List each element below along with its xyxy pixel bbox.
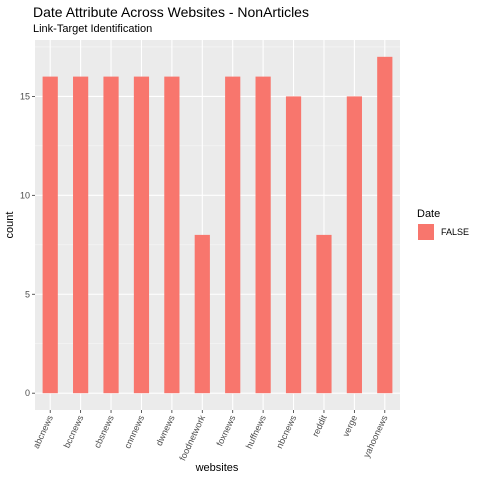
bar-abcnews bbox=[42, 76, 58, 394]
y-axis: 0 5 10 15 bbox=[20, 91, 35, 398]
bar-huffnews bbox=[255, 76, 271, 394]
chart-subtitle: Link-Target Identification bbox=[33, 23, 152, 35]
bar-reddit bbox=[316, 234, 332, 394]
bar-bccnews bbox=[73, 76, 89, 394]
bars bbox=[42, 56, 393, 394]
minor-gridlines bbox=[35, 46, 400, 345]
x-tick-label: foxnews bbox=[214, 413, 237, 448]
y-tick-label: 15 bbox=[20, 91, 30, 101]
x-tick-label: cnnnews bbox=[122, 413, 146, 450]
x-tick-label: verge bbox=[341, 414, 360, 439]
bar-cnnnews bbox=[133, 76, 150, 394]
x-axis: abcnews bccnews cbsnews cnnnews dwnews foodne… bbox=[31, 410, 390, 462]
legend-title: Date bbox=[417, 208, 440, 220]
y-tick-label: 10 bbox=[20, 190, 30, 200]
chart-title: Date Attribute Across Websites - NonArti… bbox=[33, 4, 309, 20]
x-tick-label: foodnetwork bbox=[177, 413, 207, 462]
legend-key-false bbox=[418, 224, 434, 240]
y-tick-label: 5 bbox=[25, 289, 30, 299]
legend-label-false: FALSE bbox=[441, 227, 469, 237]
x-axis-title: websites bbox=[195, 462, 239, 474]
x-tick-label: cbsnews bbox=[92, 413, 116, 449]
x-tick-label: abcnews bbox=[31, 413, 55, 450]
y-tick-label: 0 bbox=[25, 388, 30, 398]
x-tick-label: huffnews bbox=[244, 413, 268, 450]
y-axis-title: count bbox=[4, 212, 16, 239]
legend: Date FALSE bbox=[417, 208, 469, 240]
x-tick-label: nbcnews bbox=[274, 413, 298, 450]
x-tick-label: yahoonews bbox=[361, 413, 390, 459]
bar-nbcnews bbox=[285, 96, 302, 394]
plot-panel bbox=[35, 40, 400, 410]
x-tick-label: bccnews bbox=[62, 413, 86, 449]
x-tick-label: reddit bbox=[310, 413, 329, 438]
x-tick-label: dwnews bbox=[154, 413, 177, 447]
bar-foxnews bbox=[225, 76, 241, 394]
bar-dwnews bbox=[164, 76, 180, 394]
bar-cbsnews bbox=[103, 76, 119, 394]
bar-verge bbox=[346, 96, 362, 394]
bar-yahoonews bbox=[377, 56, 393, 394]
bar-foodnetwork bbox=[194, 234, 210, 394]
